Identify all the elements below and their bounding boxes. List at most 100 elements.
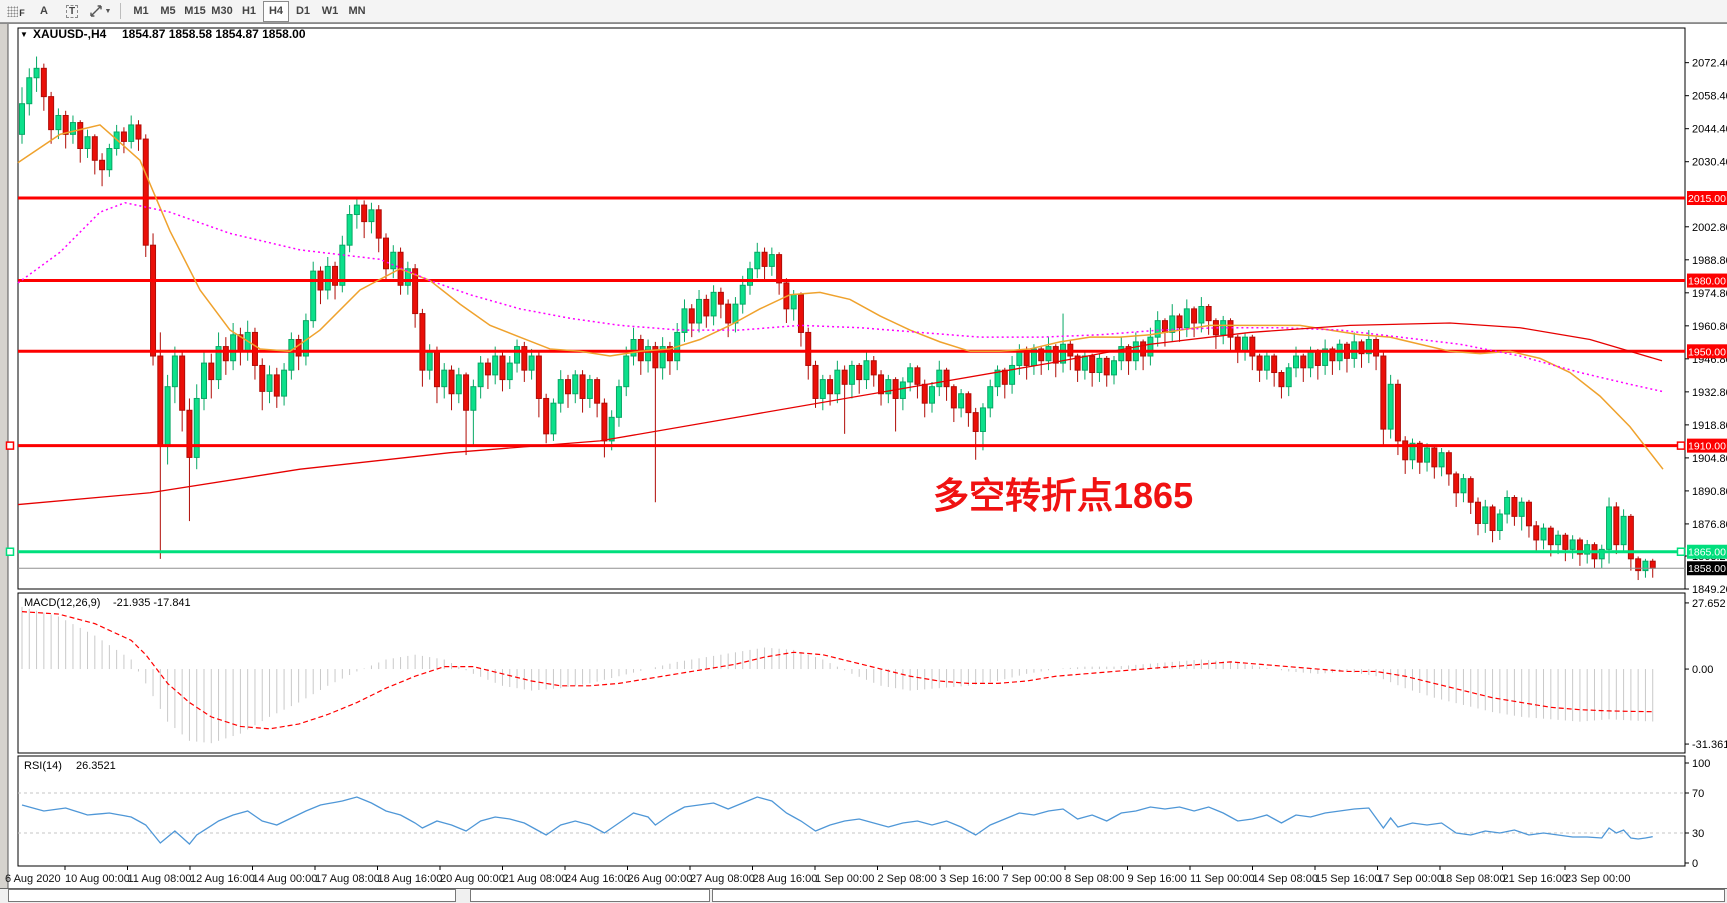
candle-body <box>958 393 965 409</box>
time-label: 27 Aug 08:00 <box>690 873 755 885</box>
price-tick-label: 1904.80 <box>1692 453 1727 465</box>
candle-body <box>1635 558 1642 572</box>
line-endpoint-marker[interactable] <box>5 547 15 556</box>
candle-body <box>725 303 732 324</box>
candle-body <box>1212 320 1219 336</box>
time-label: 7 Sep 00:00 <box>1003 873 1062 885</box>
candle-body <box>1620 515 1627 546</box>
ma-slow-red-line <box>17 322 1663 506</box>
rsi-indicator-label: RSI(14) <box>24 760 62 772</box>
timeframe-button-M1[interactable]: M1 <box>133 5 149 17</box>
price-line-label-1980.00[interactable] <box>1687 273 1727 288</box>
time-label: 21 Aug 08:00 <box>503 873 568 885</box>
current-price-label[interactable] <box>1687 561 1727 576</box>
candle-body <box>739 284 746 305</box>
timeframe-button-M5[interactable]: M5 <box>160 5 176 17</box>
candle-body <box>99 159 106 171</box>
price-line-label-1865.00[interactable] <box>1687 544 1727 559</box>
time-label: 9 Sep 16:00 <box>1128 873 1187 885</box>
line-endpoint-marker[interactable] <box>1676 547 1686 556</box>
candle-body <box>1125 346 1132 362</box>
candle-body <box>1322 348 1329 366</box>
candle-body <box>48 96 55 131</box>
chart-annotation-text[interactable]: 多空转折点1865 <box>933 475 1193 516</box>
candle-body <box>448 369 455 395</box>
text-tool-button[interactable]: T <box>59 1 85 22</box>
candle-body <box>1365 339 1372 355</box>
time-label: 12 Aug 16:00 <box>190 873 255 885</box>
candle-body <box>950 386 957 409</box>
candle-body <box>1285 367 1292 388</box>
time-label: 28 Aug 16:00 <box>753 873 818 885</box>
chart-dropdown-arrow-icon[interactable]: ▼ <box>20 30 28 39</box>
candle-body <box>1045 346 1052 362</box>
candle-body <box>1242 336 1249 352</box>
time-label: 14 Aug 00:00 <box>253 873 318 885</box>
candle-body <box>1598 548 1605 560</box>
candle-body <box>834 369 841 395</box>
candle-body <box>55 114 62 131</box>
candle-body <box>1183 308 1190 329</box>
label-a-tool-button[interactable]: A <box>31 1 57 22</box>
candle-body <box>1547 527 1554 546</box>
candle-body <box>827 379 834 395</box>
timeframe-button-H4[interactable]: H4 <box>263 0 289 22</box>
candle-body <box>77 122 84 150</box>
candle-body <box>514 346 521 364</box>
timeframe-button-MN[interactable]: MN <box>348 5 366 17</box>
candle-body <box>266 374 273 392</box>
price-line-label-1950.00-text: 1950.00 <box>1688 346 1726 358</box>
candle-body <box>1475 501 1481 524</box>
line-endpoint-marker[interactable] <box>5 441 15 450</box>
candle-body <box>1060 343 1067 364</box>
time-label: 15 Sep 16:00 <box>1315 873 1380 885</box>
line-endpoint-marker[interactable] <box>1676 441 1686 450</box>
candle-body <box>164 386 171 447</box>
time-label: 6 Aug 2020 <box>5 873 61 885</box>
price-line-label-1950.00[interactable] <box>1687 344 1727 359</box>
timeframe-button-H1[interactable]: H1 <box>241 5 257 17</box>
candle-body <box>1191 308 1198 324</box>
candle-body <box>477 362 484 388</box>
price-tick-label: 1849.20 <box>1692 584 1727 596</box>
candle-body <box>579 374 586 399</box>
grid-f-tool-button[interactable]: F <box>3 1 29 22</box>
arrows-icon <box>89 5 102 17</box>
candle-body <box>936 369 943 388</box>
timeframe-button-D1[interactable]: D1 <box>295 5 311 17</box>
arrows-tool-button[interactable]: ▼ <box>87 1 113 22</box>
price-line-label-1910.00[interactable] <box>1687 438 1727 453</box>
macd-signal-line <box>21 611 1653 730</box>
candle-body <box>33 67 40 79</box>
candle-body <box>361 204 368 223</box>
candle-body <box>332 265 339 286</box>
candle-body <box>615 386 622 418</box>
candle-body <box>870 360 877 376</box>
price-tick-label: 1890.80 <box>1692 486 1727 498</box>
rsi-panel[interactable] <box>17 755 1686 867</box>
candle-body <box>812 364 819 399</box>
candle-body <box>717 291 724 305</box>
candle-body <box>1460 478 1467 494</box>
main-chart-panel[interactable] <box>17 27 1686 590</box>
timeframe-button-M30[interactable]: M30 <box>211 5 233 17</box>
timeframe-button-M15[interactable]: M15 <box>184 5 206 17</box>
candle-body <box>1533 525 1540 541</box>
candle-body <box>441 369 448 388</box>
candle-body <box>251 331 258 366</box>
chart-ohlc-values: 1854.87 1858.58 1854.87 1858.00 <box>122 27 306 41</box>
candle-body <box>535 355 542 399</box>
price-line-label-2015.00[interactable] <box>1687 191 1727 206</box>
candle-body <box>1453 473 1460 494</box>
candle-body <box>230 334 237 362</box>
candle-body <box>1234 336 1241 352</box>
timeframe-button-W1[interactable]: W1 <box>321 5 339 17</box>
candle-body <box>1424 447 1431 463</box>
candle-body <box>281 369 288 397</box>
candle-body <box>528 355 535 371</box>
left-gutter <box>0 23 8 888</box>
candle-body <box>62 114 69 135</box>
time-label: 23 Sep 00:00 <box>1565 873 1630 885</box>
current-price-label-text: 1858.00 <box>1688 563 1726 575</box>
